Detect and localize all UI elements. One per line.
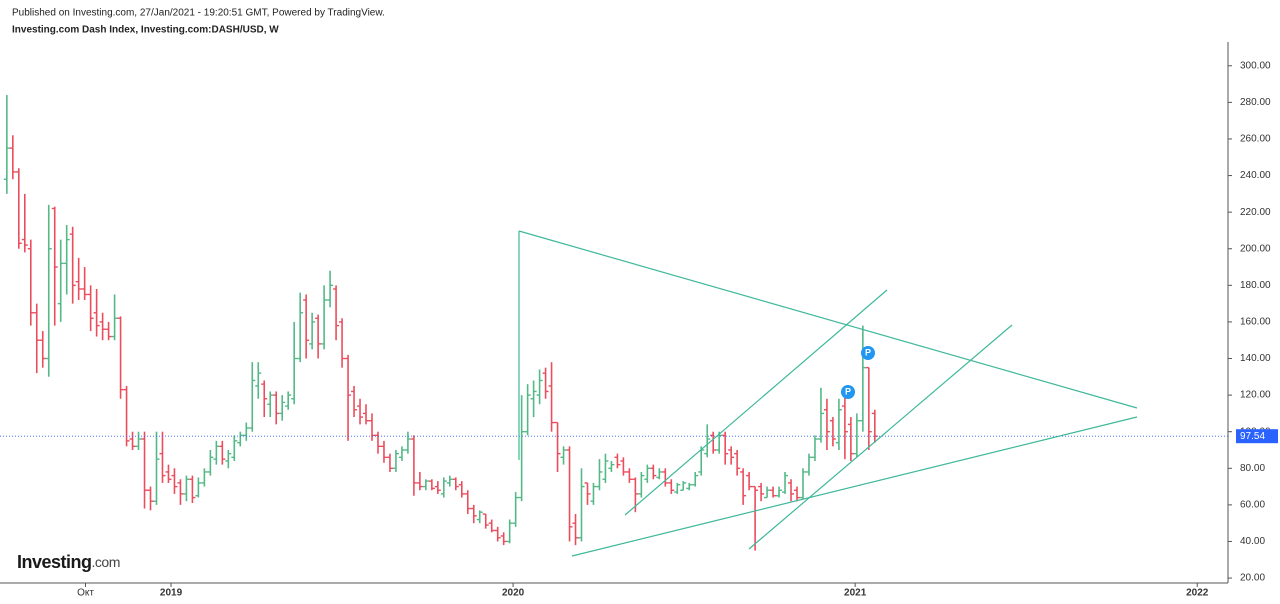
logo-suffix: .com — [92, 554, 120, 570]
logo: Investing.com — [17, 552, 120, 572]
x-tick-label: 2019 — [160, 588, 183, 599]
y-tick-label: 40.00 — [1240, 536, 1265, 547]
y-tick-label: 280.00 — [1240, 97, 1271, 108]
instrument-title: Investing.com Dash Index, Investing.com:… — [12, 25, 279, 36]
trend-line — [571, 416, 1138, 557]
y-tick-label: 300.00 — [1240, 60, 1271, 71]
y-tick-label: 240.00 — [1240, 170, 1271, 181]
annotation-label: P — [865, 347, 871, 357]
y-tick-label: 120.00 — [1240, 390, 1271, 401]
x-tick-label: 2021 — [844, 588, 867, 599]
x-tick-label: Окт — [77, 588, 94, 599]
y-tick-label: 200.00 — [1240, 243, 1271, 254]
y-tick-label: 160.00 — [1240, 317, 1271, 328]
price-label-box — [1236, 429, 1278, 444]
y-tick-label: 260.00 — [1240, 134, 1271, 145]
x-tick-label: 2020 — [502, 588, 525, 599]
y-tick-label: 80.00 — [1240, 463, 1265, 474]
y-tick-label: 180.00 — [1240, 280, 1271, 291]
trend-line — [518, 230, 1138, 409]
annotation-marker — [861, 346, 875, 360]
y-tick-label: 60.00 — [1240, 500, 1265, 511]
published-note: Published on Investing.com, 27/Jan/2021 … — [12, 8, 385, 19]
logo-main: Investing — [17, 552, 92, 572]
x-tick-label: 2022 — [1186, 588, 1209, 599]
trend-line — [748, 324, 1013, 550]
trend-line — [624, 289, 888, 516]
y-tick-label: 140.00 — [1240, 353, 1271, 364]
y-tick-label: 220.00 — [1240, 207, 1271, 218]
y-tick-label: 20.00 — [1240, 573, 1265, 584]
price-label: 97.54 — [1240, 431, 1265, 442]
annotation-marker — [841, 385, 855, 399]
annotation-label: P — [845, 386, 851, 396]
